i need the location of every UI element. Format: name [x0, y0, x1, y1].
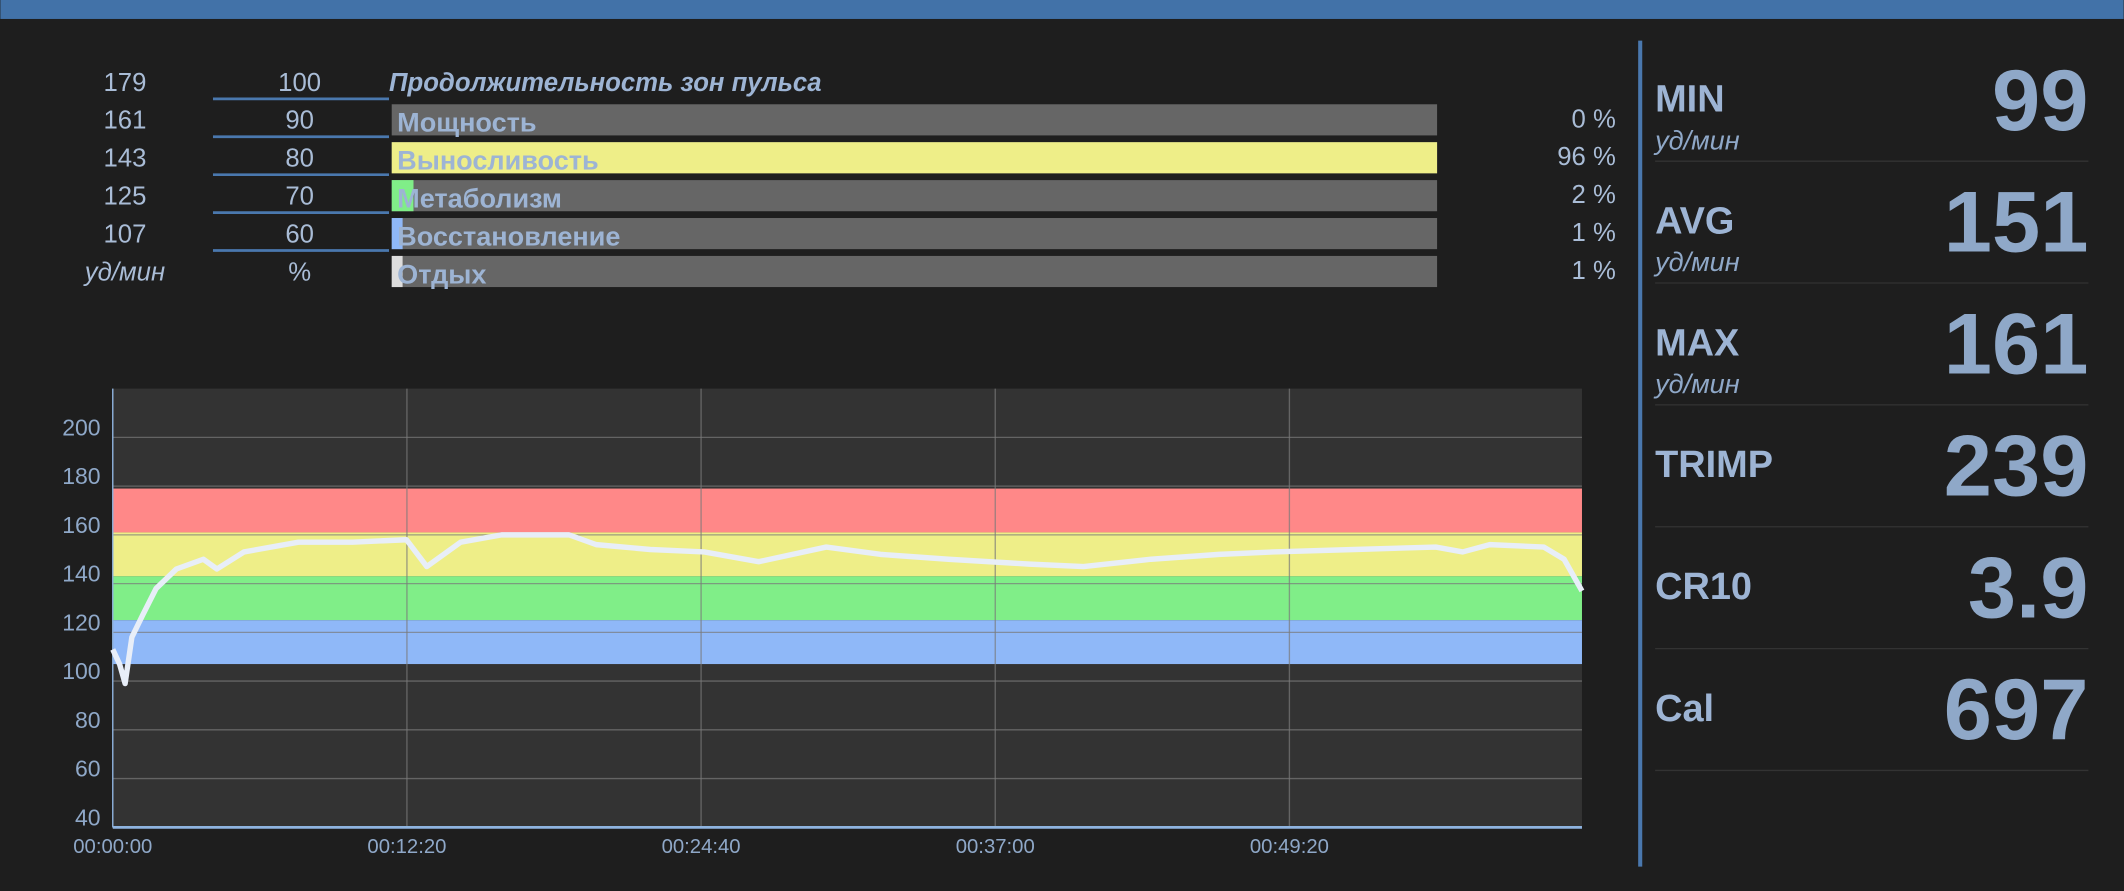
x-tick-label: 00:49:20: [1250, 836, 1329, 858]
stat-label: AVG: [1655, 200, 1734, 242]
stat-unit: уд/мин: [1653, 368, 1740, 399]
stat-label: Cal: [1655, 688, 1714, 730]
stat-unit: уд/мин: [1653, 246, 1740, 277]
zone-bar-bg: [391, 180, 1438, 212]
zone-bar-bg: [391, 104, 1438, 136]
hr-value: 143: [103, 145, 146, 173]
y-tick-label: 160: [62, 512, 100, 538]
zone-bar-bg: [391, 255, 1438, 288]
stat-value: 161: [1944, 297, 2089, 393]
pct-value: 60: [285, 220, 314, 248]
y-tick-label: 80: [75, 707, 101, 733]
pct-unit: %: [288, 258, 311, 286]
y-tick-label: 120: [62, 609, 100, 635]
y-tick-label: 40: [75, 804, 101, 830]
zone-name: Восстановление: [397, 220, 620, 251]
zone-name: Метаболизм: [397, 183, 562, 214]
zone-name: Мощность: [397, 107, 536, 138]
stat-label: TRIMP: [1655, 444, 1773, 486]
zone-bar: [391, 142, 1438, 174]
zones-title: Продолжительность зон пульса: [389, 69, 821, 97]
hr-value: 107: [103, 220, 146, 248]
top-bar: [0, 0, 2124, 19]
zone-bar: [391, 180, 414, 212]
zone-band: [112, 620, 1582, 665]
zone-percent: 96 %: [1557, 143, 1616, 171]
zone-percent: 1 %: [1572, 219, 1616, 247]
zone-percent: 0 %: [1572, 105, 1616, 133]
stat-value: 239: [1944, 418, 2089, 514]
pct-value: 70: [285, 182, 314, 210]
stat-label: MAX: [1655, 322, 1739, 364]
zone-bar: [391, 218, 403, 250]
y-tick-label: 140: [62, 561, 100, 587]
hr-value: 125: [103, 182, 146, 210]
zone-band: [112, 488, 1582, 533]
zone-bar: [391, 255, 403, 288]
y-tick-label: 200: [62, 414, 100, 440]
hr-value: 161: [103, 107, 146, 135]
x-tick-label: 00:24:40: [662, 836, 741, 858]
pct-value: 80: [285, 145, 314, 173]
zone-band: [112, 576, 1582, 621]
hr-value: 179: [103, 69, 146, 97]
stat-value: 3.9: [1968, 540, 2088, 636]
pct-value: 90: [285, 107, 314, 135]
zone-percent: 1 %: [1572, 257, 1616, 285]
stat-label: MIN: [1655, 79, 1724, 121]
y-tick-label: 100: [62, 658, 100, 684]
y-tick-label: 180: [62, 463, 100, 489]
stat-value: 151: [1944, 175, 2089, 271]
stat-unit: уд/мин: [1653, 124, 1740, 155]
stat-value: 697: [1944, 662, 2089, 758]
zone-name: Отдых: [397, 258, 486, 289]
x-tick-label: 00:12:20: [367, 836, 446, 858]
stat-value: 99: [1992, 53, 2088, 149]
y-tick-label: 60: [75, 756, 101, 782]
zone-name: Выносливость: [397, 145, 599, 176]
zone-band: [112, 532, 1582, 577]
hr-unit: уд/мин: [83, 258, 165, 286]
zone-bar-bg: [391, 218, 1438, 250]
x-tick-label: 00:00:00: [73, 836, 152, 858]
pct-value: 100: [278, 69, 321, 97]
zone-percent: 2 %: [1572, 181, 1616, 209]
hr-line: [110, 532, 1585, 687]
stat-label: CR10: [1655, 566, 1752, 608]
x-tick-label: 00:37:00: [956, 836, 1035, 858]
